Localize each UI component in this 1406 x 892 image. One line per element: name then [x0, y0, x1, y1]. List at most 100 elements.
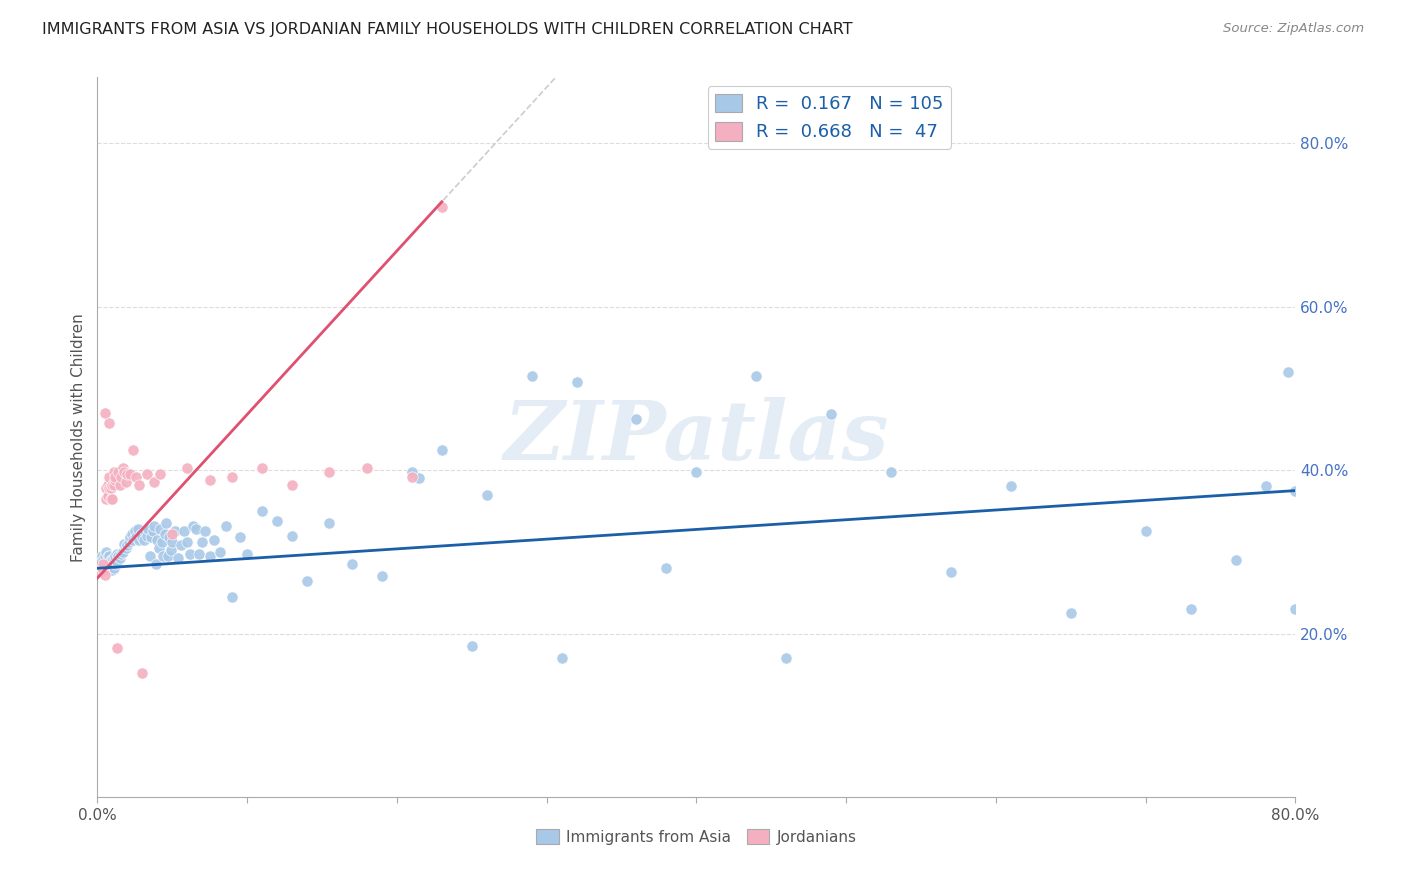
Point — [401, 469, 423, 483]
Point — [1284, 602, 1306, 616]
Point — [401, 465, 423, 479]
Point — [176, 461, 198, 475]
Point — [215, 518, 238, 533]
Point — [135, 467, 157, 482]
Point — [90, 549, 112, 563]
Point — [550, 651, 572, 665]
Point — [128, 478, 150, 492]
Point — [111, 545, 134, 559]
Point — [97, 489, 120, 503]
Point — [266, 514, 288, 528]
Point — [98, 416, 121, 430]
Point — [141, 530, 163, 544]
Point — [105, 547, 128, 561]
Point — [122, 533, 145, 547]
Point — [209, 545, 232, 559]
Point — [408, 471, 430, 485]
Point — [186, 522, 208, 536]
Point — [104, 473, 127, 487]
Point — [120, 467, 142, 482]
Point — [221, 469, 243, 483]
Point — [148, 541, 170, 555]
Point — [173, 524, 195, 539]
Point — [155, 516, 177, 531]
Point — [145, 558, 167, 572]
Point — [114, 541, 136, 555]
Point — [626, 412, 648, 426]
Point — [318, 465, 340, 479]
Point — [371, 569, 394, 583]
Point — [1254, 479, 1277, 493]
Point — [939, 566, 962, 580]
Point — [93, 558, 115, 572]
Point — [124, 524, 146, 539]
Point — [105, 641, 128, 656]
Point — [565, 375, 588, 389]
Point — [167, 551, 190, 566]
Point — [1000, 479, 1022, 493]
Point — [127, 522, 149, 536]
Point — [93, 563, 115, 577]
Point — [160, 535, 183, 549]
Text: IMMIGRANTS FROM ASIA VS JORDANIAN FAMILY HOUSEHOLDS WITH CHILDREN CORRELATION CH: IMMIGRANTS FROM ASIA VS JORDANIAN FAMILY… — [42, 22, 853, 37]
Point — [94, 406, 117, 420]
Point — [129, 527, 152, 541]
Point — [122, 442, 145, 457]
Point — [98, 481, 121, 495]
Point — [188, 547, 211, 561]
Y-axis label: Family Households with Children: Family Households with Children — [72, 313, 86, 562]
Point — [131, 530, 153, 544]
Point — [100, 481, 122, 495]
Point — [221, 590, 243, 604]
Point — [143, 475, 166, 490]
Point — [250, 461, 273, 475]
Point — [198, 473, 221, 487]
Point — [142, 524, 165, 539]
Text: Source: ZipAtlas.com: Source: ZipAtlas.com — [1223, 22, 1364, 36]
Point — [655, 561, 678, 575]
Point — [117, 538, 139, 552]
Point — [97, 549, 120, 563]
Point — [143, 518, 166, 533]
Point — [93, 553, 115, 567]
Point — [356, 461, 378, 475]
Point — [98, 549, 121, 563]
Point — [103, 478, 125, 492]
Point — [94, 549, 117, 563]
Point — [136, 522, 159, 536]
Point — [156, 549, 179, 563]
Point — [236, 547, 259, 561]
Point — [114, 475, 136, 490]
Point — [125, 469, 148, 483]
Point — [128, 533, 150, 547]
Point — [194, 524, 217, 539]
Point — [1135, 524, 1157, 539]
Point — [107, 465, 129, 479]
Point — [775, 651, 797, 665]
Point — [111, 461, 134, 475]
Point — [318, 516, 340, 531]
Point — [101, 563, 124, 577]
Point — [170, 538, 193, 552]
Point — [1284, 483, 1306, 498]
Point — [149, 467, 172, 482]
Point — [132, 533, 155, 547]
Point — [228, 530, 250, 544]
Point — [685, 465, 707, 479]
Point — [100, 553, 122, 567]
Point — [107, 549, 129, 563]
Point — [101, 491, 124, 506]
Point — [96, 545, 118, 559]
Point — [159, 543, 181, 558]
Point — [101, 478, 124, 492]
Point — [108, 478, 131, 492]
Point — [125, 530, 148, 544]
Point — [281, 478, 304, 492]
Point — [820, 408, 842, 422]
Point — [135, 528, 157, 542]
Point — [118, 535, 141, 549]
Point — [104, 549, 127, 563]
Point — [103, 465, 125, 479]
Point — [202, 533, 225, 547]
Point — [165, 524, 187, 539]
